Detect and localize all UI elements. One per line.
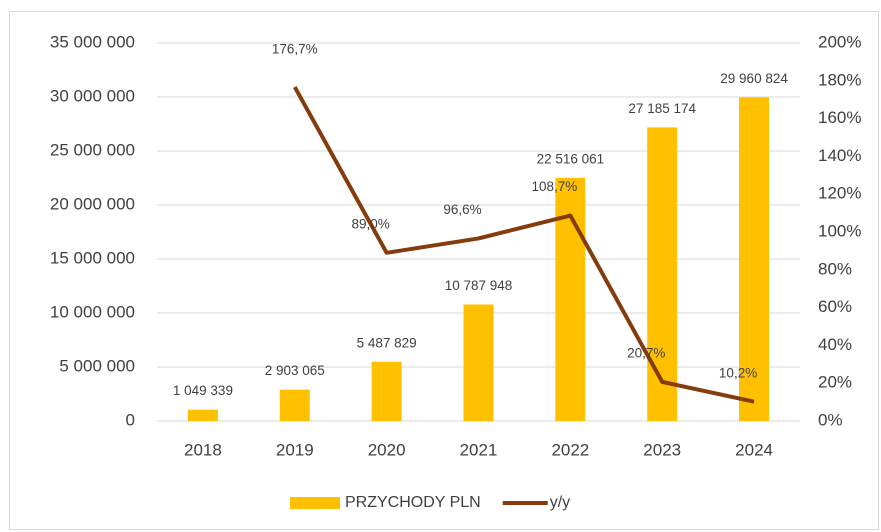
- y-tick-label: 30 000 000: [50, 86, 135, 105]
- y2-tick-label: 100%: [818, 221, 861, 240]
- x-tick-label: 2018: [184, 440, 222, 459]
- y2-tick-label: 20%: [818, 373, 852, 392]
- data-label: 10 787 948: [445, 278, 513, 293]
- y-tick-label: 0: [126, 410, 135, 429]
- x-tick-label: 2024: [735, 440, 773, 459]
- line: [293, 86, 755, 404]
- data-label: 20,7%: [627, 345, 665, 360]
- y2-tick-label: 140%: [818, 146, 861, 165]
- chart-border: [9, 11, 879, 530]
- y-tick-label: 35 000 000: [50, 32, 135, 51]
- x-tick-label: 2022: [551, 440, 589, 459]
- y2-tick-label: 60%: [818, 297, 852, 316]
- y-tick-label: 5 000 000: [59, 356, 135, 375]
- data-label: 5 487 829: [357, 335, 417, 350]
- y-tick-label: 15 000 000: [50, 248, 135, 267]
- y2-tick-label: 180%: [818, 70, 861, 89]
- y2-tick-label: 80%: [818, 259, 852, 278]
- y2-tick-label: 160%: [818, 108, 861, 127]
- bar: [187, 409, 218, 421]
- bar: [279, 389, 310, 421]
- bar: [739, 97, 770, 422]
- x-tick-label: 2021: [460, 440, 498, 459]
- x-tick-label: 2023: [643, 440, 681, 459]
- x-tick-label: 2020: [368, 440, 406, 459]
- data-label: 108,7%: [531, 179, 577, 194]
- y-tick-label: 10 000 000: [50, 302, 135, 321]
- y-tick-label: 20 000 000: [50, 194, 135, 213]
- y2-tick-label: 120%: [818, 184, 861, 203]
- legend-swatch: [290, 497, 340, 509]
- data-label: 176,7%: [272, 42, 318, 57]
- x-tick-label: 2019: [276, 440, 314, 459]
- data-label: 96,6%: [443, 202, 481, 217]
- data-label: 22 516 061: [537, 151, 605, 166]
- y2-tick-label: 0%: [818, 410, 843, 429]
- data-label: 2 903 065: [265, 363, 325, 378]
- data-label: 29 960 824: [720, 71, 788, 86]
- bar: [647, 127, 678, 422]
- data-label: 1 049 339: [173, 383, 233, 398]
- y-tick-label: 25 000 000: [50, 140, 135, 159]
- data-label: 10,2%: [719, 365, 757, 380]
- legend-label: y/y: [550, 494, 570, 511]
- data-label: 27 185 174: [628, 101, 696, 116]
- legend-label: PRZYCHODY PLN: [345, 494, 481, 511]
- bar: [463, 304, 494, 421]
- y2-tick-label: 200%: [818, 32, 861, 51]
- bar: [371, 361, 402, 421]
- data-label: 89,0%: [352, 216, 390, 231]
- y2-tick-label: 40%: [818, 335, 852, 354]
